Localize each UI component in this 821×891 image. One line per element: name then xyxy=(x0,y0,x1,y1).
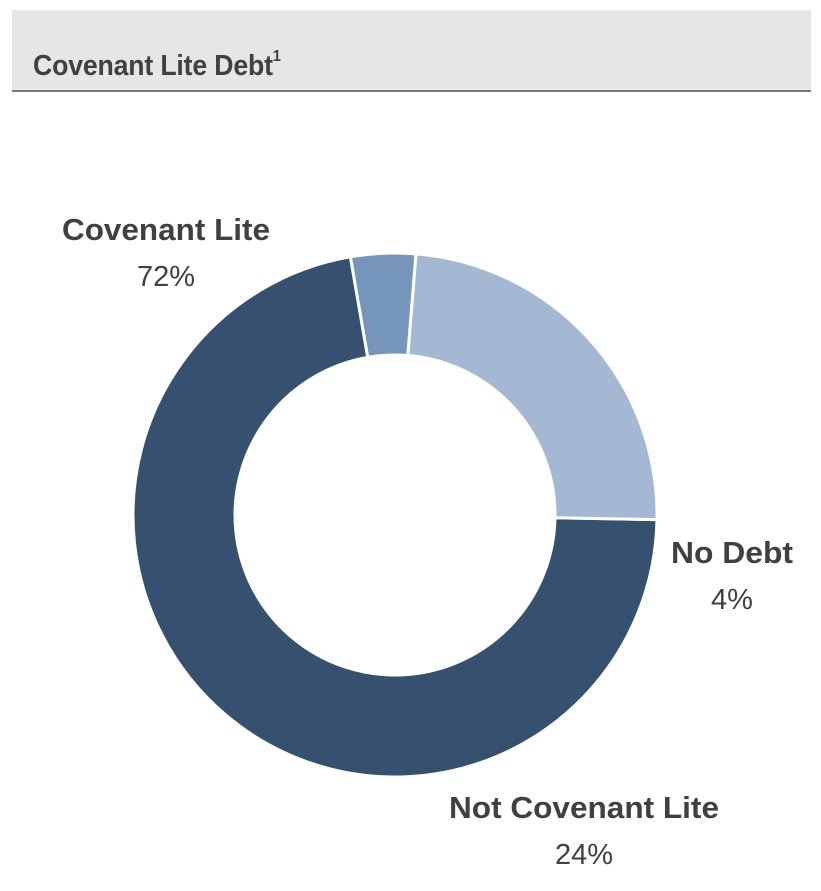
slice-label-covenant-lite: Covenant Lite xyxy=(62,212,270,247)
slice-value-no-debt: 4% xyxy=(711,584,753,616)
chart-title-text: Covenant Lite Debt xyxy=(33,50,273,82)
footnote-marker: 1 xyxy=(272,48,281,65)
slice-covenant-lite xyxy=(131,255,659,779)
slice-label-not-covenant-lite: Not Covenant Lite xyxy=(449,790,719,825)
slice-not-covenant-lite xyxy=(406,252,659,522)
slice-value-not-covenant-lite: 24% xyxy=(555,839,613,871)
chart-header: Covenant Lite Debt1 xyxy=(12,10,811,92)
chart-title: Covenant Lite Debt1 xyxy=(33,48,281,83)
slice-value-covenant-lite: 72% xyxy=(137,261,195,293)
slice-label-no-debt: No Debt xyxy=(671,535,793,570)
donut-slices xyxy=(131,251,659,779)
